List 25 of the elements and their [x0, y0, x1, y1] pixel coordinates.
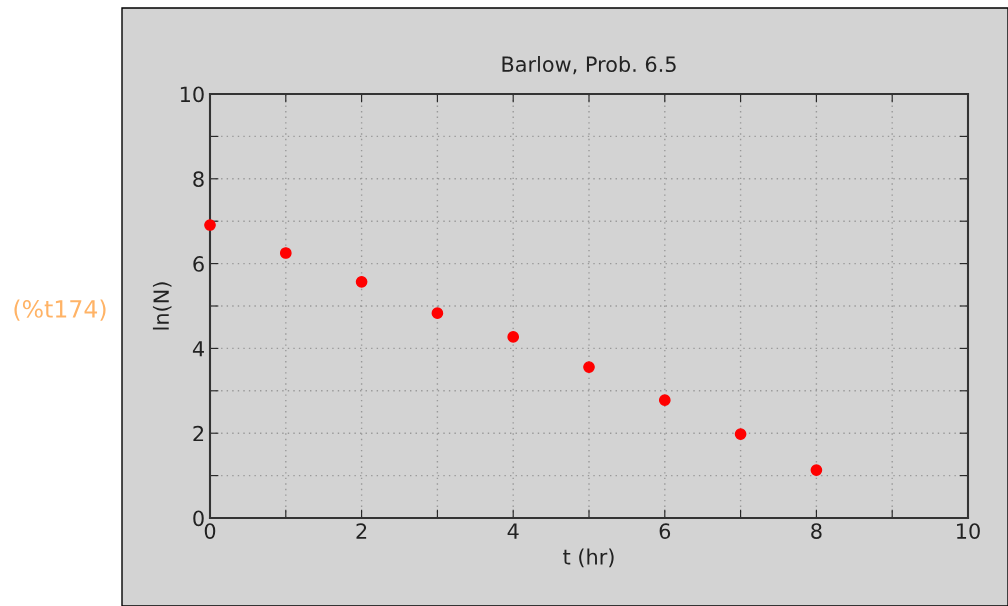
y-tick-label: 8 — [193, 171, 204, 188]
point — [507, 331, 520, 343]
y-tick-label: 4 — [192, 341, 204, 357]
point — [431, 307, 444, 320]
x-tick-label: 10 — [957, 523, 980, 539]
text: (%t174) — [14, 299, 106, 321]
y-axis-title: ln(N) — [152, 282, 172, 330]
y-tick-label: 6 — [193, 256, 204, 272]
x-axis-title: t (hr) — [563, 548, 614, 568]
point — [810, 464, 823, 476]
y-tick-label: 2 — [193, 425, 204, 442]
point — [734, 428, 747, 440]
x-tick-label: 0 — [204, 523, 216, 539]
y-tick-label: 0 — [193, 510, 204, 527]
x-tick-label: 6 — [659, 523, 671, 539]
y-tick-label: 10 — [180, 86, 204, 103]
x-tick-label: 8 — [811, 523, 822, 539]
point — [583, 361, 595, 373]
chart-title: Barlow, Prob. 6.5 — [502, 55, 676, 75]
point — [279, 247, 292, 259]
point — [204, 219, 216, 231]
point — [658, 394, 671, 406]
x-tick-label: 4 — [507, 523, 519, 539]
x-tick-label: 2 — [356, 523, 367, 539]
point — [355, 275, 368, 288]
